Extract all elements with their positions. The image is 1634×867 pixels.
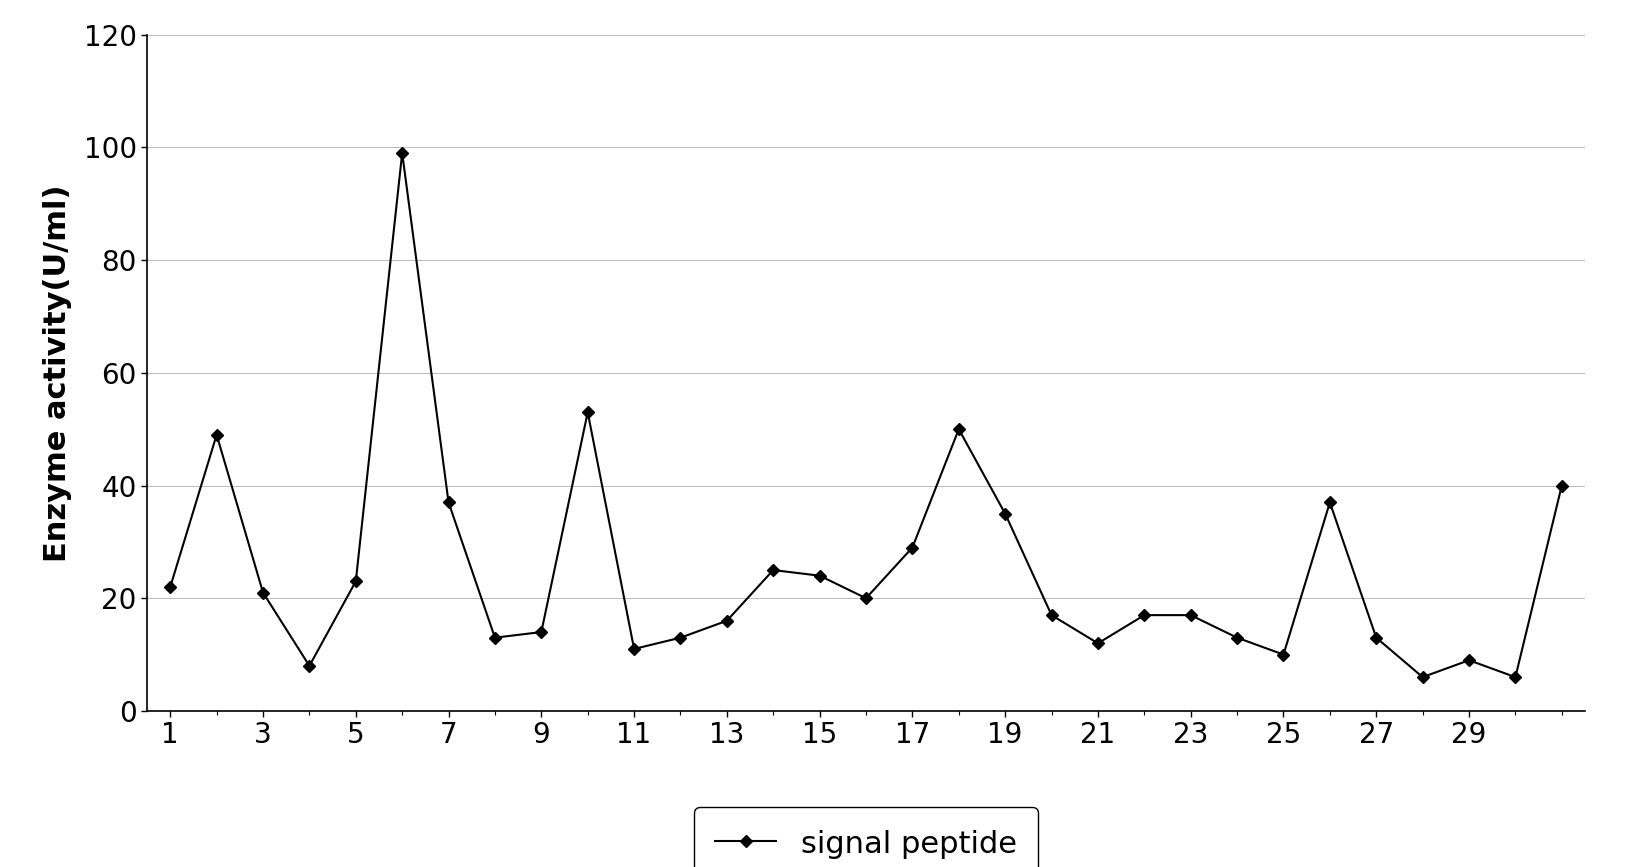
- signal peptide: [1505, 672, 1525, 682]
- signal peptide: [253, 588, 273, 598]
- signal peptide: [1088, 638, 1108, 649]
- Legend: signal peptide: signal peptide: [694, 807, 1038, 867]
- signal peptide: [1459, 655, 1479, 666]
- signal peptide: [1273, 649, 1292, 660]
- signal peptide: [949, 424, 969, 434]
- signal peptide: [1042, 610, 1062, 621]
- signal peptide: [299, 661, 319, 671]
- signal peptide: [717, 616, 737, 626]
- signal peptide: [485, 633, 505, 643]
- signal peptide: [440, 498, 459, 508]
- signal peptide: [1227, 633, 1247, 643]
- signal peptide: [856, 593, 876, 603]
- Y-axis label: Enzyme activity(U/ml): Enzyme activity(U/ml): [44, 184, 72, 562]
- signal peptide: [1413, 672, 1433, 682]
- signal peptide: [578, 407, 598, 418]
- signal peptide: [624, 643, 644, 655]
- signal peptide: [346, 577, 366, 587]
- signal peptide: [1366, 633, 1386, 643]
- signal peptide: [392, 148, 412, 159]
- signal peptide: [160, 582, 180, 592]
- signal peptide: [810, 570, 830, 581]
- signal peptide: [902, 543, 922, 553]
- signal peptide: [995, 508, 1015, 518]
- signal peptide: [208, 430, 227, 440]
- signal peptide: [531, 627, 551, 637]
- signal peptide: [670, 633, 690, 643]
- signal peptide: [1181, 610, 1201, 621]
- signal peptide: [1134, 610, 1154, 621]
- signal peptide: [763, 565, 783, 576]
- Line: signal peptide: signal peptide: [167, 149, 1565, 681]
- signal peptide: [1552, 480, 1572, 491]
- signal peptide: [1320, 498, 1340, 508]
